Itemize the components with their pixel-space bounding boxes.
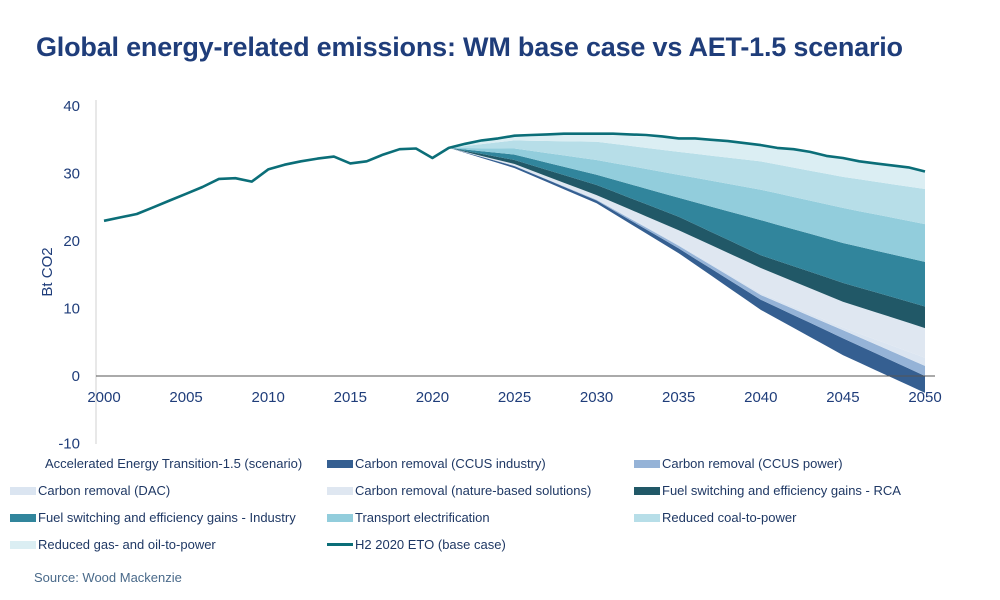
legend-label: Transport electrification [355, 510, 490, 525]
area-transport-electrification [448, 147, 925, 262]
x-tick-label: 2015 [334, 389, 367, 406]
legend-swatch [327, 459, 353, 468]
area-carbon-removal-ccus-power- [448, 147, 925, 376]
legend-swatch [10, 540, 36, 549]
x-tick-label: 2005 [169, 389, 202, 406]
chart-plot: 2000 2005 2010 2015 2020 2025 2030 2035 2040 2045… [39, 98, 942, 453]
area-fuel-switching-and-efficiency-gains-industry [448, 147, 925, 307]
legend-swatch [327, 486, 353, 495]
legend-swatch [327, 543, 353, 546]
y-tick-label: 20 [63, 233, 80, 250]
legend-swatch [327, 513, 353, 522]
x-tick-label: 2000 [87, 389, 120, 406]
legend-label: Carbon removal (nature-based solutions) [355, 483, 592, 498]
y-axis-title: Bt CO2 [39, 247, 56, 296]
legend-label: Carbon removal (DAC) [38, 483, 171, 498]
legend-label: Reduced gas- and oil-to-power [38, 537, 216, 552]
legend-item: Reduced coal-to-power [634, 510, 796, 525]
legend-label: Carbon removal (CCUS power) [662, 456, 843, 471]
area-carbon-removal-ccus-industry- [448, 147, 925, 393]
legend-label: H2 2020 ETO (base case) [355, 537, 506, 552]
y-tick-label: -10 [58, 436, 80, 453]
source-note: Source: Wood Mackenzie [34, 570, 182, 585]
legend-swatch [10, 513, 36, 522]
area-reduced-coal-to-power [448, 140, 925, 225]
legend-label: Carbon removal (CCUS industry) [355, 456, 546, 471]
area-fuel-switching-and-efficiency-gains-rca [448, 147, 925, 329]
legend-item: Fuel switching and efficiency gains - In… [10, 510, 296, 525]
legend-item: Transport electrification [327, 510, 490, 525]
legend-item: Reduced gas- and oil-to-power [10, 537, 216, 552]
legend-label: Fuel switching and efficiency gains - In… [38, 510, 296, 525]
legend-swatch [634, 459, 660, 468]
legend-swatch [10, 486, 36, 495]
base-case-line [103, 132, 926, 223]
x-tick-label: 2010 [252, 389, 285, 406]
legend-swatch [634, 486, 660, 495]
legend-item: H2 2020 ETO (base case) [327, 537, 506, 552]
y-tick-label: 30 [63, 166, 80, 183]
legend-item: Carbon removal (CCUS power) [634, 456, 843, 471]
y-tick-label: 0 [72, 368, 80, 385]
legend-item: Carbon removal (nature-based solutions) [327, 483, 591, 498]
x-tick-label: 2035 [662, 389, 695, 406]
legend-swatch [634, 513, 660, 522]
legend-item: Accelerated Energy Transition-1.5 (scena… [45, 456, 302, 471]
x-tick-label: 2050 [908, 389, 941, 406]
x-tick-label: 2025 [498, 389, 531, 406]
chart-title: Global energy-related emissions: WM base… [36, 32, 903, 62]
area-carbon-removal-nature-based-solutions- [448, 147, 925, 358]
area-carbon-removal-dac- [448, 147, 925, 366]
legend-item: Carbon removal (CCUS industry) [327, 456, 546, 471]
legend-label: Reduced coal-to-power [662, 510, 797, 525]
x-tick-label: 2045 [826, 389, 859, 406]
legend-item: Fuel switching and efficiency gains - RC… [634, 483, 901, 498]
x-tick-label: 2030 [580, 389, 613, 406]
legend-item: Carbon removal (DAC) [10, 483, 170, 498]
y-tick-label: 40 [63, 98, 80, 115]
legend-label: Accelerated Energy Transition-1.5 (scena… [45, 456, 303, 471]
x-tick-label: 2020 [416, 389, 449, 406]
y-tick-label: 10 [63, 301, 80, 318]
x-tick-label: 2040 [744, 389, 777, 406]
legend-label: Fuel switching and efficiency gains - RC… [662, 483, 901, 498]
